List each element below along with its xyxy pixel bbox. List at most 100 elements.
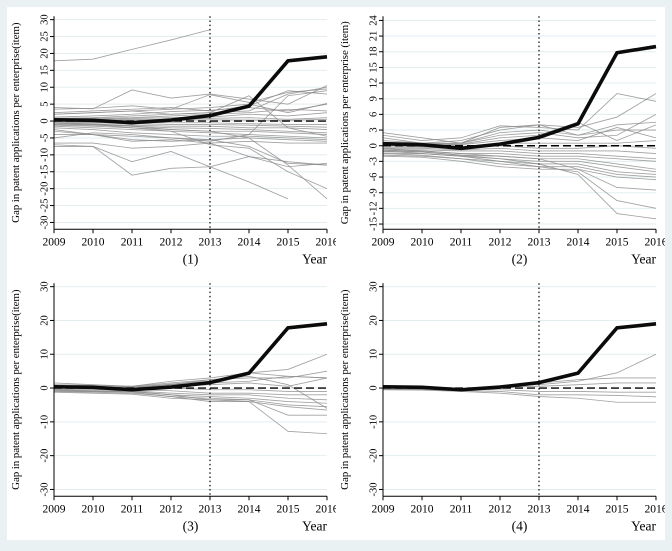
placebo-line: [53, 90, 328, 114]
y-tick-label: -15: [369, 217, 380, 231]
placebo-line: [53, 122, 328, 200]
placebo-line: [382, 93, 657, 144]
panel-3: -30 -20 -10 0 10 20 30 2009 2010 2011 2012 2013 2014…: [7, 273, 337, 540]
y-axis-title: Gap in patent applications per enterpris…: [10, 22, 22, 223]
x-tick-label: 2015: [606, 236, 629, 248]
placebo-line: [54, 146, 289, 200]
x-tick-label: 2013: [199, 236, 222, 248]
placebo-line: [54, 142, 328, 168]
placebo-line: [53, 122, 328, 190]
y-tick-label: 6: [369, 112, 380, 117]
placebo-line: [382, 149, 657, 220]
x-tick-label: 2012: [160, 236, 183, 248]
y-tick-label: -30: [369, 482, 380, 496]
placebo-line: [383, 145, 657, 149]
panel-4-chart: -30 -20 -10 0 10 20 30 2009 2010 2011 2012 2013 2014…: [336, 273, 665, 540]
placebo-line: [53, 103, 328, 118]
plot-background: [336, 273, 665, 540]
x-tick-label: 2010: [82, 236, 105, 248]
placebo-line: [53, 388, 327, 416]
plot-background: [7, 7, 336, 274]
placebo-line: [53, 108, 328, 120]
y-tick-label: -20: [40, 448, 51, 462]
x-tick-label: 2012: [489, 236, 512, 248]
x-tick-label: 2013: [528, 503, 551, 515]
y-tick-label: 18: [369, 47, 380, 58]
placebo-line: [53, 88, 328, 110]
x-tick-label: 2014: [238, 236, 261, 248]
panel-2-chart: -15 -12 -9 -6 -3 0 3 6 9 12 15 18 21 24 2009 2010 2011 20…: [336, 7, 665, 274]
placebo-line: [53, 129, 328, 142]
placebo-line: [53, 370, 328, 387]
panel-1: -30 -25 -20 -15 -10 -5 0 5 10 15 20 25 30 2009 2010 201…: [7, 7, 336, 274]
y-tick-label: -10: [40, 148, 51, 162]
placebo-line: [382, 147, 657, 191]
x-axis-title: Year: [631, 251, 656, 266]
treatment-line: [382, 321, 657, 392]
treatment-line: [53, 55, 328, 125]
y-tick-label: 0: [40, 118, 51, 123]
y-tick-label: 15: [40, 65, 51, 76]
y-tick-label: 12: [369, 78, 380, 89]
y-tick-label: -25: [40, 199, 51, 213]
placebo-line: [53, 125, 328, 139]
y-tick-label: 5: [40, 102, 51, 107]
x-tick-label: 2010: [411, 236, 434, 248]
y-tick-label: 9: [369, 96, 380, 101]
x-tick-label: 2014: [567, 503, 590, 515]
y-tick-label: -5: [40, 134, 51, 143]
y-axis-title: Gap in patent applications per enterpris…: [339, 289, 351, 490]
y-axis-title: Gap in patent applications per enterpris…: [339, 21, 351, 224]
x-tick-label: 2012: [489, 503, 512, 515]
panel-number-label: (1): [183, 251, 199, 266]
x-tick-label: 2016: [316, 503, 337, 515]
placebo-line: [382, 150, 657, 209]
placebo-line: [382, 388, 656, 403]
x-tick-label: 2016: [316, 236, 337, 248]
x-axis-title: Year: [302, 518, 327, 533]
y-tick-label: 10: [40, 82, 51, 93]
x-tick-label: 2015: [277, 503, 300, 515]
y-tick-label: 25: [40, 31, 51, 42]
placebo-line: [53, 95, 328, 137]
placebo-line: [382, 155, 657, 181]
x-tick-label: 2012: [160, 503, 183, 515]
panel-number-label: (3): [183, 518, 199, 533]
y-tick-label: -10: [40, 414, 51, 428]
x-tick-label: 2009: [43, 503, 66, 515]
placebo-line: [382, 154, 657, 178]
y-tick-label: 0: [369, 143, 380, 148]
x-tick-label: 2014: [238, 503, 261, 515]
y-axis-title: Gap in patent applications per enterpris…: [10, 289, 22, 490]
y-tick-label: -30: [40, 215, 51, 229]
y-tick-label: -10: [369, 414, 380, 428]
placebo-line: [383, 149, 657, 160]
y-tick-label: 0: [40, 385, 51, 390]
figure-canvas: -30 -25 -20 -15 -10 -5 0 5 10 15 20 25 30 2009 2010 201…: [7, 7, 665, 540]
y-tick-label: 20: [40, 48, 51, 59]
y-tick-label: 30: [40, 281, 51, 292]
y-tick-label: 30: [40, 14, 51, 25]
y-tick-label: 15: [369, 62, 380, 72]
panel-3-chart: -30 -20 -10 0 10 20 30 2009 2010 2011 2012 2013 2014…: [7, 273, 337, 540]
y-tick-label: -12: [369, 201, 380, 215]
x-tick-label: 2011: [450, 236, 473, 248]
y-tick-label: 3: [369, 127, 380, 132]
x-tick-label: 2010: [82, 503, 105, 515]
x-tick-label: 2015: [606, 503, 629, 515]
y-tick-label: 0: [369, 385, 380, 390]
placebo-line: [382, 153, 657, 175]
placebo-line: [53, 85, 328, 110]
placebo-line: [53, 127, 328, 141]
x-axis-title: Year: [302, 251, 327, 266]
y-tick-label: 30: [369, 281, 380, 292]
panel-number-label: (4): [512, 518, 528, 533]
x-tick-label: 2013: [199, 503, 222, 515]
panel-number-label: (2): [512, 251, 528, 266]
x-tick-label: 2009: [372, 503, 395, 515]
x-tick-label: 2011: [121, 236, 144, 248]
placebo-line: [382, 121, 657, 144]
x-tick-label: 2011: [450, 503, 473, 515]
placebo-line: [382, 93, 657, 141]
x-tick-label: 2016: [645, 236, 666, 248]
